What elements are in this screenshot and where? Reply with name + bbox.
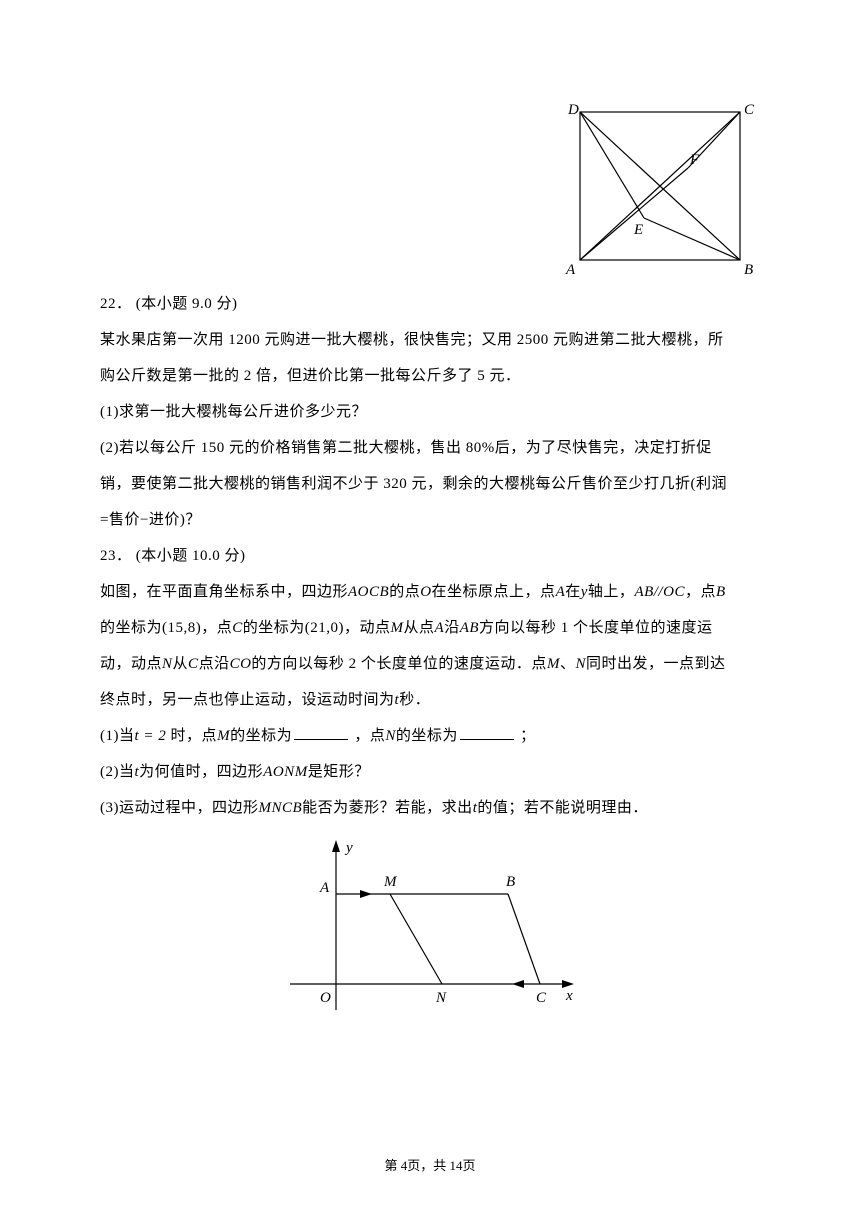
label-A: A xyxy=(565,262,576,278)
q23-line1: 如图，在平面直角坐标系中，四边形AOCB的点O在坐标原点上，点A在y轴上，AB/… xyxy=(100,574,760,610)
axis-x-label: x xyxy=(565,988,573,1004)
axis-y-label: y xyxy=(344,840,353,856)
q23-header: 23． (本小题 10.0 分) xyxy=(100,538,760,574)
label-A2: A xyxy=(319,880,330,896)
label-C: C xyxy=(744,102,755,118)
blank-N-coord xyxy=(460,725,514,740)
label-B2: B xyxy=(506,874,515,890)
label-E: E xyxy=(633,222,643,238)
q23-part2: (2)当t为何值时，四边形AONM是矩形？ xyxy=(100,754,760,790)
square-diagram-figure: D C A B E F xyxy=(562,100,758,285)
label-O2: O xyxy=(320,990,331,1006)
q23-line3: 动，动点N从C点沿CO的方向以每秒 2 个长度单位的速度运动．点M、N同时出发，… xyxy=(100,646,760,682)
coordinate-diagram-figure: y x A M B O N C xyxy=(100,834,760,1024)
label-M2: M xyxy=(383,874,398,890)
page-footer: 第 4页，共 14页 xyxy=(0,1155,860,1174)
q22-line1: 某水果店第一次用 1200 元购进一批大樱桃，很快售完；又用 2500 元购进第… xyxy=(100,322,760,358)
q22-part2c: =售价−进价)？ xyxy=(100,502,760,538)
q23-part3: (3)运动过程中，四边形MNCB能否为菱形？若能，求出t的值；若不能说明理由． xyxy=(100,790,760,826)
q23-line2: 的坐标为(15,8)，点C的坐标为(21,0)，动点M从点A沿AB方向以每秒 1… xyxy=(100,610,760,646)
blank-M-coord xyxy=(294,725,348,740)
label-F: F xyxy=(689,152,700,168)
q23-part1: (1)当t = 2 时，点M的坐标为 ，点N的坐标为 ； xyxy=(100,718,760,754)
q22-line2: 购公斤数是第一批的 2 倍，但进价比第一批每公斤多了 5 元． xyxy=(100,358,760,394)
q23-line4: 终点时，另一点也停止运动，设运动时间为t秒． xyxy=(100,682,760,718)
q22-part1: (1)求第一批大樱桃每公斤进价多少元？ xyxy=(100,394,760,430)
label-D: D xyxy=(567,102,579,118)
label-N2: N xyxy=(435,990,447,1006)
label-B: B xyxy=(744,262,753,278)
q22-header: 22． (本小题 9.0 分) xyxy=(100,286,760,322)
q22-part2b: 销，要使第二批大樱桃的销售利润不少于 320 元，剩余的大樱桃每公斤售价至少打几… xyxy=(100,466,760,502)
q22-part2a: (2)若以每公斤 150 元的价格销售第二批大樱桃，售出 80%后，为了尽快售完… xyxy=(100,430,760,466)
label-C2: C xyxy=(536,990,547,1006)
